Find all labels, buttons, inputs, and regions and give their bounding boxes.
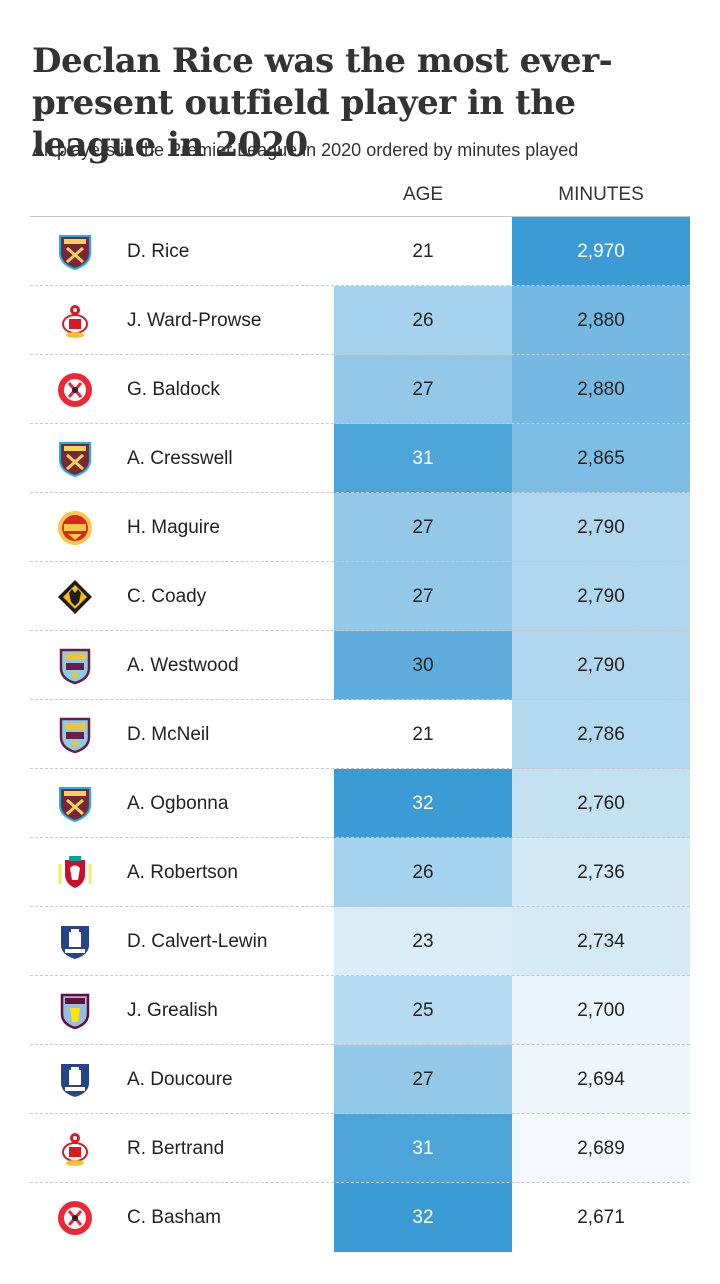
table-row: J. Ward-Prowse 26 2,880 xyxy=(30,286,690,355)
minutes-cell: 2,970 xyxy=(512,217,690,286)
table-row: A. Doucoure 27 2,694 xyxy=(30,1045,690,1114)
age-cell: 26 xyxy=(334,286,512,355)
table-row: D. Calvert-Lewin 23 2,734 xyxy=(30,907,690,976)
player-name: A. Westwood xyxy=(127,655,239,676)
minutes-cell: 2,790 xyxy=(512,631,690,700)
southampton-badge-icon xyxy=(56,302,94,340)
villa-badge-icon xyxy=(56,992,94,1030)
minutes-cell: 2,734 xyxy=(512,907,690,976)
row-divider xyxy=(30,1113,690,1114)
minutes-cell: 2,671 xyxy=(512,1183,690,1252)
minutes-cell: 2,790 xyxy=(512,562,690,631)
sheffield-badge-icon xyxy=(56,1199,94,1237)
player-name: A. Robertson xyxy=(127,862,238,883)
row-divider xyxy=(30,354,690,355)
manutd-badge-icon xyxy=(56,509,94,547)
row-divider xyxy=(30,1044,690,1045)
minutes-cell: 2,880 xyxy=(512,286,690,355)
minutes-cell: 2,700 xyxy=(512,976,690,1045)
westham-badge-icon xyxy=(56,233,94,271)
player-name: A. Ogbonna xyxy=(127,793,229,814)
table-row: D. Rice 21 2,970 xyxy=(30,217,690,286)
age-cell: 27 xyxy=(334,355,512,424)
age-cell: 21 xyxy=(334,217,512,286)
age-cell: 32 xyxy=(334,769,512,838)
table-row: C. Basham 32 2,671 xyxy=(30,1183,690,1252)
age-cell: 27 xyxy=(334,493,512,562)
minutes-cell: 2,689 xyxy=(512,1114,690,1183)
age-cell: 26 xyxy=(334,838,512,907)
player-name: G. Baldock xyxy=(127,379,220,400)
row-divider xyxy=(30,285,690,286)
everton-badge-icon xyxy=(56,923,94,961)
player-name: H. Maguire xyxy=(127,517,220,538)
row-divider xyxy=(30,492,690,493)
sheffield-badge-icon xyxy=(56,371,94,409)
player-name: A. Doucoure xyxy=(127,1069,233,1090)
row-divider xyxy=(30,561,690,562)
southampton-badge-icon xyxy=(56,1130,94,1168)
age-cell: 30 xyxy=(334,631,512,700)
age-column-header: AGE xyxy=(402,184,444,205)
header-divider xyxy=(30,216,690,217)
minutes-cell: 2,786 xyxy=(512,700,690,769)
table-row: J. Grealish 25 2,700 xyxy=(30,976,690,1045)
age-cell: 27 xyxy=(334,1045,512,1114)
table-row: A. Ogbonna 32 2,760 xyxy=(30,769,690,838)
player-name: D. Calvert-Lewin xyxy=(127,931,268,952)
minutes-cell: 2,880 xyxy=(512,355,690,424)
westham-badge-icon xyxy=(56,785,94,823)
burnley-badge-icon xyxy=(56,647,94,685)
table-row: R. Bertrand 31 2,689 xyxy=(30,1114,690,1183)
row-divider xyxy=(30,1182,690,1183)
row-divider xyxy=(30,630,690,631)
age-cell: 32 xyxy=(334,1183,512,1252)
table-row: A. Cresswell 31 2,865 xyxy=(30,424,690,493)
player-name: D. Rice xyxy=(127,241,190,262)
table-row: C. Coady 27 2,790 xyxy=(30,562,690,631)
burnley-badge-icon xyxy=(56,716,94,754)
age-cell: 23 xyxy=(334,907,512,976)
row-divider xyxy=(30,837,690,838)
row-divider xyxy=(30,906,690,907)
player-name: C. Basham xyxy=(127,1207,221,1228)
minutes-cell: 2,736 xyxy=(512,838,690,907)
player-name: A. Cresswell xyxy=(127,448,233,469)
table-row: A. Robertson 26 2,736 xyxy=(30,838,690,907)
minutes-cell: 2,790 xyxy=(512,493,690,562)
age-cell: 25 xyxy=(334,976,512,1045)
player-name: C. Coady xyxy=(127,586,207,607)
row-divider xyxy=(30,768,690,769)
table-row: G. Baldock 27 2,880 xyxy=(30,355,690,424)
liverpool-badge-icon xyxy=(56,854,94,892)
age-cell: 21 xyxy=(334,700,512,769)
row-divider xyxy=(30,699,690,700)
table-row: H. Maguire 27 2,790 xyxy=(30,493,690,562)
everton-badge-icon xyxy=(56,1061,94,1099)
player-name: J. Ward-Prowse xyxy=(127,310,262,331)
player-name: J. Grealish xyxy=(127,1000,218,1021)
row-divider xyxy=(30,975,690,976)
table-row: D. McNeil 21 2,786 xyxy=(30,700,690,769)
age-cell: 31 xyxy=(334,424,512,493)
age-cell: 31 xyxy=(334,1114,512,1183)
player-name: R. Bertrand xyxy=(127,1138,225,1159)
minutes-cell: 2,694 xyxy=(512,1045,690,1114)
minutes-cell: 2,760 xyxy=(512,769,690,838)
chart-title: Declan Rice was the most ever-present ou… xyxy=(32,41,613,165)
westham-badge-icon xyxy=(56,440,94,478)
player-name: D. McNeil xyxy=(127,724,210,745)
minutes-column-header: MINUTES xyxy=(558,184,644,205)
table-row: A. Westwood 30 2,790 xyxy=(30,631,690,700)
age-cell: 27 xyxy=(334,562,512,631)
row-divider xyxy=(30,423,690,424)
wolves-badge-icon xyxy=(56,578,94,616)
chart-subtitle: All players in the Premier League in 202… xyxy=(32,140,579,160)
minutes-cell: 2,865 xyxy=(512,424,690,493)
